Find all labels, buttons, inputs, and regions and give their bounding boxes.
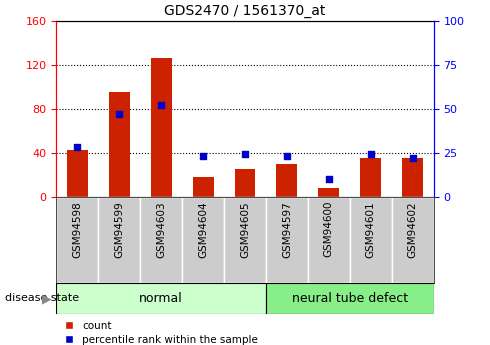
Text: neural tube defect: neural tube defect xyxy=(292,292,408,305)
Text: GSM94598: GSM94598 xyxy=(73,201,82,258)
Bar xyxy=(308,197,350,283)
Point xyxy=(74,145,81,150)
Point xyxy=(241,152,249,157)
Bar xyxy=(182,197,224,283)
Bar xyxy=(266,283,434,314)
Text: ▶: ▶ xyxy=(42,292,51,305)
Text: GSM94600: GSM94600 xyxy=(324,201,334,257)
Point xyxy=(325,176,333,182)
Point xyxy=(199,154,207,159)
Point xyxy=(367,152,375,157)
Text: GSM94599: GSM94599 xyxy=(114,201,124,258)
Point xyxy=(409,155,416,161)
Bar xyxy=(360,158,381,197)
Point xyxy=(283,154,291,159)
Bar xyxy=(56,283,266,314)
Point xyxy=(157,102,165,108)
Point xyxy=(115,111,123,117)
Bar xyxy=(276,164,297,197)
Text: GSM94602: GSM94602 xyxy=(408,201,417,258)
Bar xyxy=(235,169,255,197)
Text: GSM94597: GSM94597 xyxy=(282,201,292,258)
Bar xyxy=(98,197,140,283)
Bar xyxy=(318,188,339,197)
Text: GSM94604: GSM94604 xyxy=(198,201,208,258)
Bar xyxy=(266,197,308,283)
Bar xyxy=(402,158,423,197)
Legend: count, percentile rank within the sample: count, percentile rank within the sample xyxy=(62,319,260,345)
Bar xyxy=(392,197,434,283)
Text: GSM94603: GSM94603 xyxy=(156,201,166,258)
Bar xyxy=(56,197,98,283)
Bar xyxy=(67,150,88,197)
Text: normal: normal xyxy=(139,292,183,305)
Text: GSM94601: GSM94601 xyxy=(366,201,376,258)
Bar xyxy=(193,177,214,197)
Title: GDS2470 / 1561370_at: GDS2470 / 1561370_at xyxy=(164,4,326,18)
Bar xyxy=(109,92,130,197)
Text: GSM94605: GSM94605 xyxy=(240,201,250,258)
Bar xyxy=(224,197,266,283)
Bar xyxy=(151,58,171,197)
Text: disease state: disease state xyxy=(5,294,79,303)
Bar xyxy=(140,197,182,283)
Bar xyxy=(350,197,392,283)
